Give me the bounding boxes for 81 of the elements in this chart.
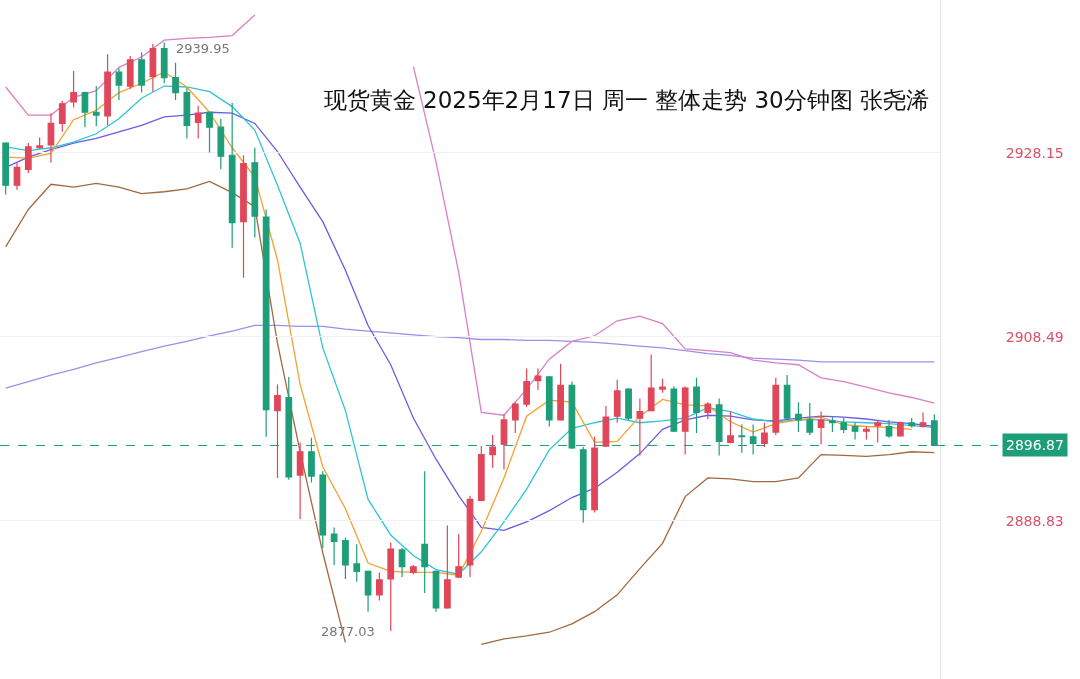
candlestick xyxy=(36,136,44,150)
y-tick-label: 2928.15 xyxy=(1005,144,1064,161)
candlestick xyxy=(92,85,100,127)
candlestick xyxy=(387,541,395,632)
candlestick xyxy=(840,417,848,434)
candlestick xyxy=(104,53,111,126)
candlestick xyxy=(70,70,77,109)
candlestick xyxy=(670,385,678,433)
candlestick xyxy=(13,162,21,191)
candlestick xyxy=(217,118,225,170)
y-tick-label: 2888.83 xyxy=(1005,512,1064,529)
candlestick xyxy=(591,436,598,514)
candlestick xyxy=(511,401,519,434)
candlestick xyxy=(376,571,383,602)
candlestick xyxy=(183,87,191,140)
candlestick xyxy=(2,141,10,196)
candlestick xyxy=(885,419,893,439)
candlestick xyxy=(274,383,281,479)
candlestick xyxy=(896,421,904,438)
candlestick xyxy=(500,413,508,471)
candlestick xyxy=(647,353,655,413)
candlestick xyxy=(81,91,89,128)
candlestick xyxy=(919,411,927,429)
candlestick xyxy=(783,374,791,420)
candlestick xyxy=(138,51,145,94)
candlestick xyxy=(353,543,361,583)
candlestick xyxy=(398,547,406,578)
candlestick xyxy=(545,375,553,428)
candlestick xyxy=(829,416,836,433)
candlestick xyxy=(262,208,270,438)
candlestick xyxy=(342,537,349,580)
ref-line-label: 2896.87 xyxy=(1006,437,1064,453)
candlestick xyxy=(659,378,666,394)
candlestick xyxy=(534,367,542,391)
candlestick xyxy=(421,470,429,594)
candlestick xyxy=(795,401,802,433)
y-tick-label: 2908.49 xyxy=(1005,328,1064,345)
candlestick xyxy=(240,154,247,279)
candlestick xyxy=(115,67,123,101)
candlestick xyxy=(432,569,440,613)
candlestick xyxy=(24,142,32,174)
candlestick xyxy=(319,470,327,549)
candlestick xyxy=(296,441,304,520)
candlestick xyxy=(681,385,689,456)
candlestick xyxy=(693,377,700,434)
candlestick xyxy=(851,422,859,441)
candlestick xyxy=(908,417,916,429)
text: 现货黄金 2025年2月17日 周一 整体走势 30分钟图 张尧浠 xyxy=(323,87,930,114)
candlestick xyxy=(704,401,712,420)
candlestick xyxy=(455,533,463,579)
candlestick xyxy=(625,387,632,421)
candlestick xyxy=(172,62,179,101)
candlestick xyxy=(206,110,213,154)
candlestick xyxy=(489,434,497,469)
candlestick xyxy=(772,377,780,436)
candlestick xyxy=(126,55,134,90)
candlestick xyxy=(602,405,610,448)
candlestick xyxy=(727,410,734,444)
candlestick xyxy=(364,569,372,613)
annotation: 2939.95 xyxy=(176,41,230,56)
candlestick xyxy=(194,105,202,140)
candlestick xyxy=(523,367,530,408)
candlestick xyxy=(466,495,474,578)
candlestick xyxy=(47,112,55,164)
candlestick xyxy=(817,410,825,445)
candlestick xyxy=(874,419,882,443)
candlestick xyxy=(806,402,814,436)
candlestick xyxy=(477,445,485,502)
candlestick xyxy=(228,102,236,249)
candlestick xyxy=(330,526,338,566)
candlestick xyxy=(410,564,417,575)
candlestick xyxy=(557,363,564,422)
candlestick xyxy=(863,425,870,441)
candlestick xyxy=(160,41,168,84)
candlestick xyxy=(636,397,644,457)
candlestick xyxy=(443,525,451,610)
candlestick xyxy=(149,43,157,93)
candlestick xyxy=(58,100,66,133)
candlestick xyxy=(761,422,768,448)
candlestick xyxy=(251,147,259,239)
candlestick xyxy=(613,379,621,424)
